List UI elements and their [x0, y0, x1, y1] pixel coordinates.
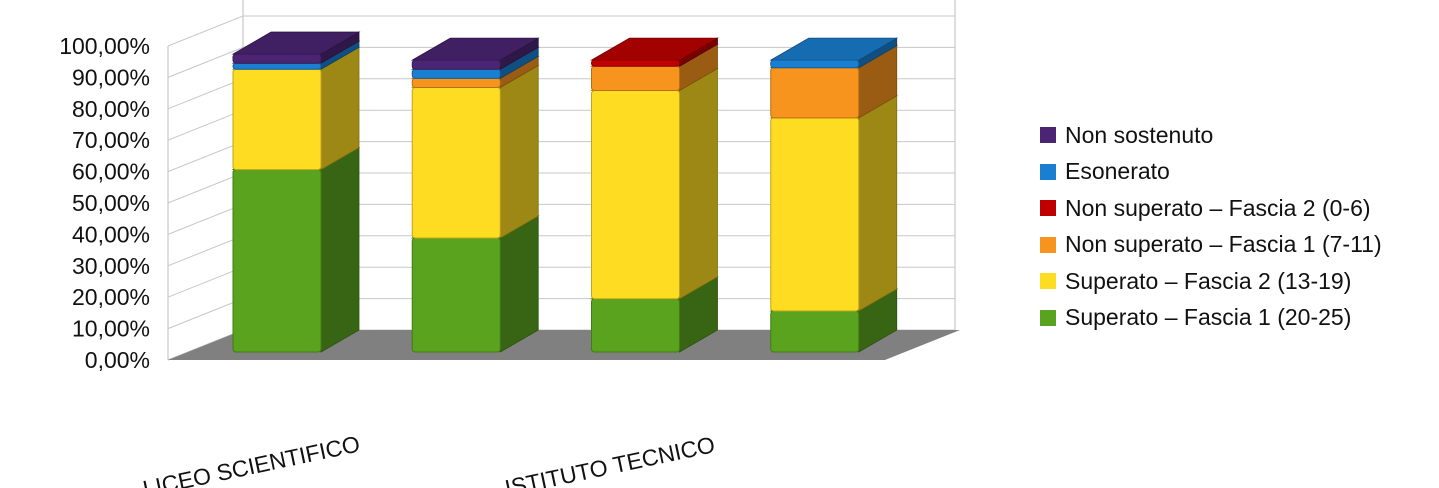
legend-swatch — [1040, 200, 1056, 217]
y-tick-label: 90,00% — [72, 64, 150, 90]
legend-item: Non sostenuto — [1040, 117, 1382, 154]
bar-segment — [410, 37, 540, 70]
y-tick-label: 10,00% — [72, 316, 150, 342]
legend-item: Non superato – Fascia 2 (0-6) — [1040, 190, 1382, 227]
y-tick-label: 50,00% — [72, 190, 150, 216]
legend-label: Non sostenuto — [1065, 121, 1214, 148]
x-axis-tick-labels: LICEO SCIENTIFICO ISTITUTO TECNICO — [141, 430, 718, 488]
chart-floor — [168, 330, 960, 360]
legend-swatch — [1040, 236, 1056, 253]
bar-segment — [231, 46, 361, 171]
floor — [168, 330, 960, 360]
y-tick-label: 40,00% — [72, 221, 150, 247]
bar-stack — [410, 37, 540, 353]
legend: Non sostenuto Esonerato Non superato – Fas… — [1040, 117, 1382, 336]
y-tick-label: 30,00% — [72, 253, 150, 279]
bar-segment — [231, 146, 361, 353]
legend-label: Non superato – Fascia 2 (0-6) — [1065, 194, 1371, 221]
y-tick-label: 0,00% — [85, 347, 150, 373]
y-tick-label: 80,00% — [72, 96, 150, 122]
legend-label: Superato – Fascia 2 (13-19) — [1065, 267, 1352, 294]
bar-stack — [231, 31, 361, 353]
x-tick-label: ISTITUTO TECNICO — [503, 431, 718, 488]
legend-label: Non superato – Fascia 1 (7-11) — [1065, 231, 1382, 258]
gridline — [167, 15, 955, 47]
side-wall-edge — [167, 0, 244, 361]
y-tick-label: 70,00% — [72, 127, 150, 153]
bar-segment — [410, 64, 540, 239]
legend-item: Superato – Fascia 2 (13-19) — [1040, 263, 1382, 300]
bar-segment — [769, 95, 899, 312]
bar-segment — [590, 37, 719, 67]
legend-label: Esonerato — [1065, 158, 1170, 185]
y-axis-tick-labels: 0,00% 10,00% 20,00% 30,00% 40,00% 50,00% 60,00… — [59, 33, 150, 373]
legend-swatch — [1040, 163, 1056, 180]
y-tick-label: 20,00% — [72, 284, 150, 310]
bar-segment — [769, 37, 899, 69]
legend-label: Superato – Fascia 1 (20-25) — [1065, 304, 1352, 331]
legend-item: Esonerato — [1040, 154, 1382, 191]
bars — [231, 31, 899, 353]
legend-swatch — [1040, 309, 1056, 326]
bar-stack — [590, 37, 719, 353]
y-tick-label: 60,00% — [72, 159, 150, 185]
legend-item: Superato – Fascia 1 (20-25) — [1040, 300, 1382, 337]
y-tick-label: 100,00% — [59, 33, 150, 59]
x-tick-label: LICEO SCIENTIFICO — [141, 430, 363, 488]
legend-item: Non superato – Fascia 1 (7-11) — [1040, 227, 1382, 264]
bar-segment — [231, 31, 361, 64]
legend-swatch — [1040, 273, 1056, 290]
legend-swatch — [1040, 127, 1056, 144]
bar-segment — [590, 67, 719, 300]
bar-stack — [769, 37, 899, 353]
